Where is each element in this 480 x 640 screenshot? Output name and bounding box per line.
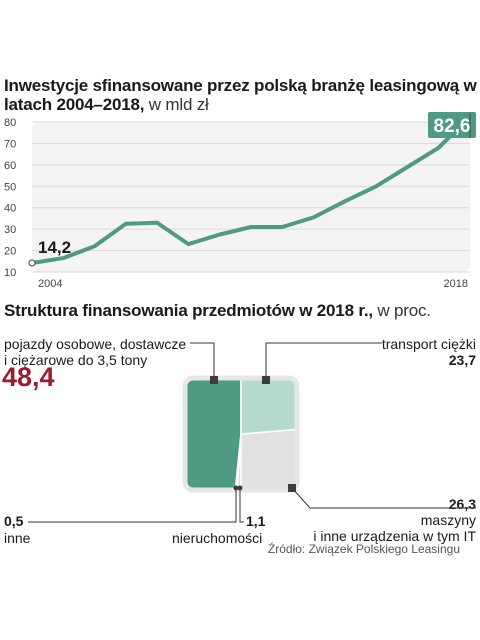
slices-group — [185, 378, 297, 490]
slice-heavy-transport — [240, 378, 297, 435]
data-point — [156, 222, 158, 224]
data-point — [406, 166, 408, 168]
marker-machines — [288, 484, 296, 492]
source-note: Źródło: Związek Polskiego Leasingu — [267, 542, 460, 556]
line-chart: 10 20 30 40 50 60 70 80 14,2 82,6 2004 2018 — [4, 112, 476, 290]
marker-realestate — [237, 485, 243, 491]
leader-machines — [291, 487, 476, 509]
data-point — [281, 226, 283, 228]
ytick-label: 70 — [4, 138, 16, 150]
data-point — [125, 223, 127, 225]
data-point — [94, 245, 96, 247]
data-point — [344, 200, 346, 202]
chart1-title-bold: Inwestycje sfinansowane przez polską bra… — [4, 76, 477, 114]
slice-realestate — [231, 433, 242, 490]
data-point — [219, 234, 221, 235]
label-cars-line2: i ciężarowe do 3,5 tony — [4, 352, 148, 368]
chart2-title-unit: w proc. — [372, 301, 431, 320]
value-heavy: 23,7 — [448, 352, 476, 368]
xtick-start: 2004 — [38, 278, 62, 290]
data-point — [62, 257, 64, 259]
slice-other — [228, 433, 242, 490]
ytick-label: 30 — [4, 224, 16, 236]
ytick-label: 40 — [4, 203, 16, 215]
chart1-title-unit: w mld zł — [144, 95, 209, 114]
value-other: 0,5 — [4, 513, 24, 529]
data-point — [438, 147, 440, 149]
ytick-label: 50 — [4, 181, 16, 193]
xtick-end: 2018 — [444, 278, 468, 290]
data-point — [375, 185, 377, 187]
label-machines-line2: i inne urządzenia w tym IT — [313, 528, 476, 544]
slice-cars — [185, 378, 242, 490]
leader-other — [28, 488, 237, 523]
chart2-title: Struktura finansowania przedmiotów w 201… — [4, 301, 431, 320]
leader-heavy — [265, 342, 382, 380]
data-point — [250, 226, 252, 228]
label-cars-line1: pojazdy osobowe, dostawcze — [4, 336, 187, 352]
leader-cars — [190, 342, 215, 380]
square-pie-chart — [28, 342, 476, 523]
start-marker — [28, 259, 36, 267]
slice-machines — [240, 423, 297, 490]
data-point — [313, 216, 315, 218]
ytick-label: 20 — [4, 246, 16, 258]
plot-area — [32, 122, 470, 272]
label-heavy: transport ciężki — [381, 336, 476, 352]
data-point — [187, 243, 189, 245]
chart1-title: Inwestycje sfinansowane przez polską bra… — [4, 76, 480, 114]
end-value-label: 82,6 — [434, 116, 471, 137]
leader-realestate — [239, 488, 244, 523]
label-other: inne — [4, 530, 31, 546]
ytick-label: 80 — [4, 117, 16, 129]
label-realestate: nieruchomości — [172, 530, 263, 546]
marker-other — [233, 485, 239, 491]
start-value-label: 14,2 — [38, 238, 71, 257]
ytick-label: 60 — [4, 160, 16, 172]
value-realestate: 1,1 — [246, 513, 266, 529]
end-value-box — [428, 112, 476, 138]
ytick-label: 10 — [4, 267, 16, 279]
marker-heavy — [262, 376, 270, 384]
chart2-title-bold: Struktura finansowania przedmiotów w 201… — [4, 301, 373, 320]
marker-cars — [210, 376, 218, 384]
label-machines-line1: maszyny — [420, 512, 476, 528]
